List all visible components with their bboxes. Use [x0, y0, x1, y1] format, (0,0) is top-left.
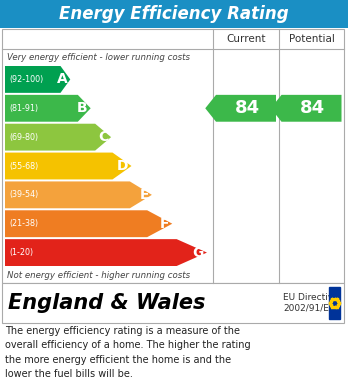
Polygon shape [5, 181, 152, 208]
Text: A: A [56, 72, 67, 86]
Text: The energy efficiency rating is a measure of the
overall efficiency of a home. T: The energy efficiency rating is a measur… [5, 326, 251, 379]
Text: C: C [98, 130, 108, 144]
Text: Energy Efficiency Rating: Energy Efficiency Rating [59, 5, 289, 23]
Text: 84: 84 [300, 99, 325, 117]
Text: England & Wales: England & Wales [8, 293, 205, 313]
Text: (1-20): (1-20) [9, 248, 33, 257]
Polygon shape [5, 124, 111, 151]
Text: D: D [117, 159, 128, 173]
Polygon shape [5, 210, 172, 237]
Polygon shape [205, 95, 276, 122]
Text: E: E [140, 188, 149, 202]
Text: Current: Current [226, 34, 266, 44]
Polygon shape [5, 152, 132, 179]
Text: (81-91): (81-91) [9, 104, 38, 113]
Text: B: B [77, 101, 88, 115]
Bar [329, 287, 340, 319]
Text: Potential: Potential [288, 34, 334, 44]
Text: G: G [192, 246, 204, 260]
Text: EU Directive
2002/91/EC: EU Directive 2002/91/EC [283, 293, 339, 313]
Text: F: F [160, 217, 169, 231]
Text: (39-54): (39-54) [9, 190, 38, 199]
Polygon shape [5, 95, 91, 122]
Bar [0, 0, 348, 28]
Bar [2, 283, 344, 323]
Text: (55-68): (55-68) [9, 161, 38, 170]
Text: (92-100): (92-100) [9, 75, 43, 84]
Polygon shape [5, 239, 207, 266]
Text: (21-38): (21-38) [9, 219, 38, 228]
Bar [2, 29, 344, 283]
Text: Not energy efficient - higher running costs: Not energy efficient - higher running co… [7, 271, 190, 280]
Text: (69-80): (69-80) [9, 133, 38, 142]
Polygon shape [5, 66, 70, 93]
Polygon shape [271, 95, 341, 122]
Text: 84: 84 [235, 99, 260, 117]
Text: Very energy efficient - lower running costs: Very energy efficient - lower running co… [7, 54, 190, 63]
